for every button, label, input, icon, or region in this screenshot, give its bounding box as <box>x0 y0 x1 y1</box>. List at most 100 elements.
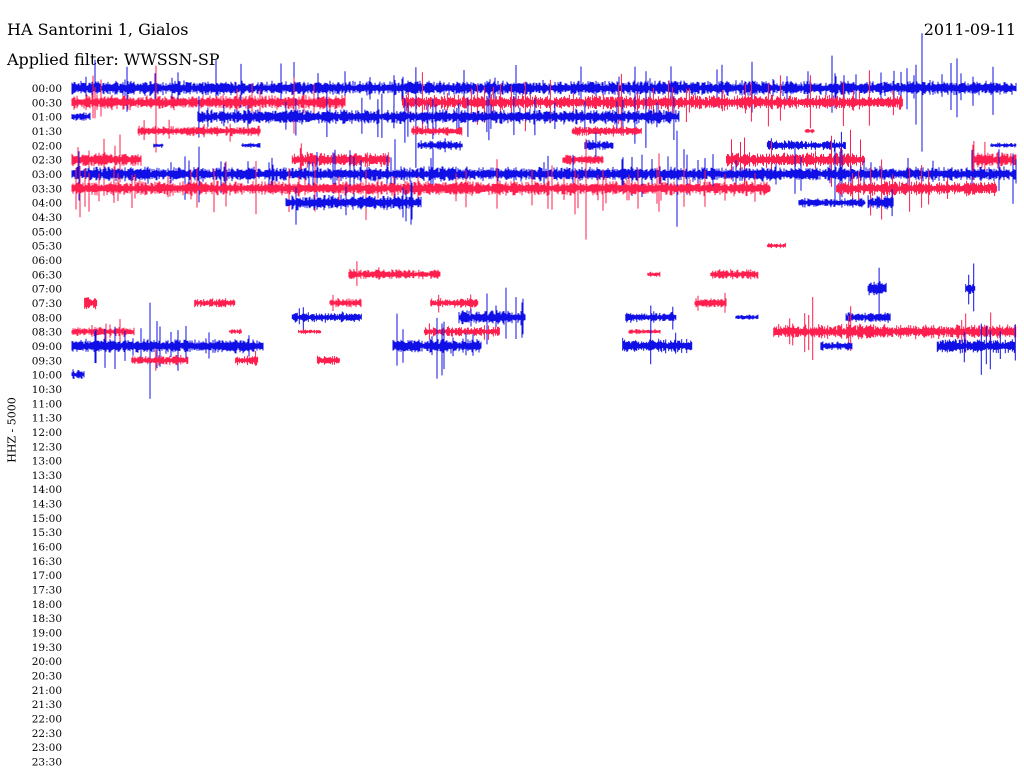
time-tick-label: 23:00 <box>32 742 62 754</box>
time-tick-label: 12:00 <box>32 427 62 439</box>
time-tick-label: 19:00 <box>32 628 62 640</box>
trace-segment-row-3 <box>804 128 815 134</box>
trace-segment-row-1 <box>71 65 346 153</box>
trace-segment-row-4 <box>241 142 261 148</box>
time-tick-label: 05:00 <box>32 226 62 238</box>
time-tick-label: 06:30 <box>32 269 62 281</box>
trace-segment-row-16 <box>845 312 891 323</box>
trace-segment-row-13 <box>647 271 661 277</box>
time-tick-label: 11:00 <box>32 398 62 410</box>
trace-segment-row-15 <box>329 294 362 311</box>
time-tick-label: 01:00 <box>32 112 62 124</box>
time-tick-label: 07:30 <box>32 298 62 310</box>
time-tick-label: 23:30 <box>32 757 62 769</box>
trace-segment-row-4 <box>766 131 846 159</box>
time-tick-label: 14:00 <box>32 484 62 496</box>
trace-segment-row-14 <box>965 263 976 312</box>
trace-segment-row-18 <box>392 313 482 379</box>
trace-segment-row-15 <box>430 294 479 314</box>
station-title: HA Santorini 1, Gialos <box>7 20 189 39</box>
time-tick-label: 03:00 <box>32 169 62 181</box>
trace-segment-row-3 <box>411 125 463 136</box>
time-tick-label: 15:00 <box>32 513 62 525</box>
trace-segment-row-8 <box>867 189 894 217</box>
time-tick-label: 02:30 <box>32 155 62 167</box>
trace-segment-row-14 <box>867 267 887 317</box>
trace-segment-row-4 <box>990 142 1017 148</box>
trace-segment-row-16 <box>458 287 526 345</box>
trace-segment-row-17 <box>773 297 1017 360</box>
time-tick-label: 06:00 <box>32 255 62 267</box>
trace-segment-row-13 <box>710 269 759 280</box>
time-tick-label: 08:00 <box>32 312 62 324</box>
time-tick-label: 11:30 <box>32 413 62 425</box>
time-tick-label: 01:30 <box>32 126 62 138</box>
trace-segment-row-16 <box>735 314 759 320</box>
time-tick-label: 18:00 <box>32 599 62 611</box>
trace-segment-row-4 <box>153 143 164 148</box>
time-tick-label: 12:30 <box>32 441 62 453</box>
time-tick-label: 13:30 <box>32 470 62 482</box>
trace-segment-row-16 <box>625 305 677 331</box>
time-tick-label: 13:00 <box>32 456 62 468</box>
trace-segment-row-8 <box>285 180 422 225</box>
time-tick-label: 10:00 <box>32 370 62 382</box>
time-tick-label: 15:30 <box>32 527 62 539</box>
time-tick-label: 17:00 <box>32 570 62 582</box>
time-tick-label: 00:00 <box>32 83 62 95</box>
time-tick-label: 05:30 <box>32 241 62 253</box>
trace-segment-row-17 <box>71 319 135 345</box>
trace-segment-row-17 <box>423 323 500 340</box>
trace-segment-row-2 <box>197 67 680 168</box>
trace-segment-row-0 <box>71 33 1017 152</box>
trace-segment-row-4 <box>584 132 614 157</box>
trace-segment-row-18 <box>936 323 1016 375</box>
trace-segment-row-17 <box>298 328 322 335</box>
trace-segment-row-17 <box>628 328 661 335</box>
trace-segment-row-4 <box>417 138 463 153</box>
trace-segment-row-8 <box>798 197 866 208</box>
time-tick-label: 17:30 <box>32 585 62 597</box>
trace-segment-row-15 <box>694 292 727 313</box>
trace-segment-row-7 <box>71 138 771 240</box>
filter-label: Applied filter: WWSSN-SP <box>7 50 220 69</box>
time-tick-label: 14:30 <box>32 499 62 511</box>
time-tick-label: 07:00 <box>32 284 62 296</box>
time-tick-label: 03:30 <box>32 183 62 195</box>
trace-segment-row-3 <box>571 125 642 137</box>
seismic-traces <box>71 33 1017 399</box>
time-tick-label: 10:30 <box>32 384 62 396</box>
time-tick-labels: 00:00 00:30 01:00 01:30 02:00 02:30 03:00 03:30… <box>32 83 62 769</box>
trace-segment-row-6 <box>71 130 1017 227</box>
time-tick-label: 09:30 <box>32 355 62 367</box>
time-tick-label: 04:30 <box>32 212 62 224</box>
trace-segment-row-19 <box>316 355 340 365</box>
time-tick-label: 20:00 <box>32 656 62 668</box>
trace-segment-row-16 <box>291 307 362 331</box>
time-tick-label: 22:30 <box>32 728 62 740</box>
time-tick-label: 00:30 <box>32 97 62 109</box>
time-tick-label: 20:30 <box>32 671 62 683</box>
time-tick-label: 18:30 <box>32 613 62 625</box>
trace-segment-row-19 <box>235 351 259 366</box>
trace-segment-row-13 <box>348 261 441 286</box>
time-tick-label: 04:00 <box>32 198 62 210</box>
trace-segment-row-15 <box>84 297 98 310</box>
trace-segment-row-11 <box>766 243 786 249</box>
trace-segment-row-18 <box>622 330 693 365</box>
trace-segment-row-20 <box>71 369 85 379</box>
time-tick-label: 16:00 <box>32 542 62 554</box>
time-tick-label: 19:30 <box>32 642 62 654</box>
date-label: 2011-09-11 <box>923 20 1016 39</box>
time-tick-label: 02:00 <box>32 140 62 152</box>
trace-segment-row-18 <box>820 341 853 351</box>
trace-segment-row-3 <box>137 119 261 142</box>
time-tick-label: 21:30 <box>32 699 62 711</box>
trace-segment-row-2 <box>71 112 91 121</box>
time-tick-label: 08:30 <box>32 327 62 339</box>
trace-segment-row-19 <box>131 349 189 371</box>
time-tick-label: 16:30 <box>32 556 62 568</box>
trace-segment-row-7 <box>836 159 998 220</box>
time-tick-label: 22:00 <box>32 714 62 726</box>
